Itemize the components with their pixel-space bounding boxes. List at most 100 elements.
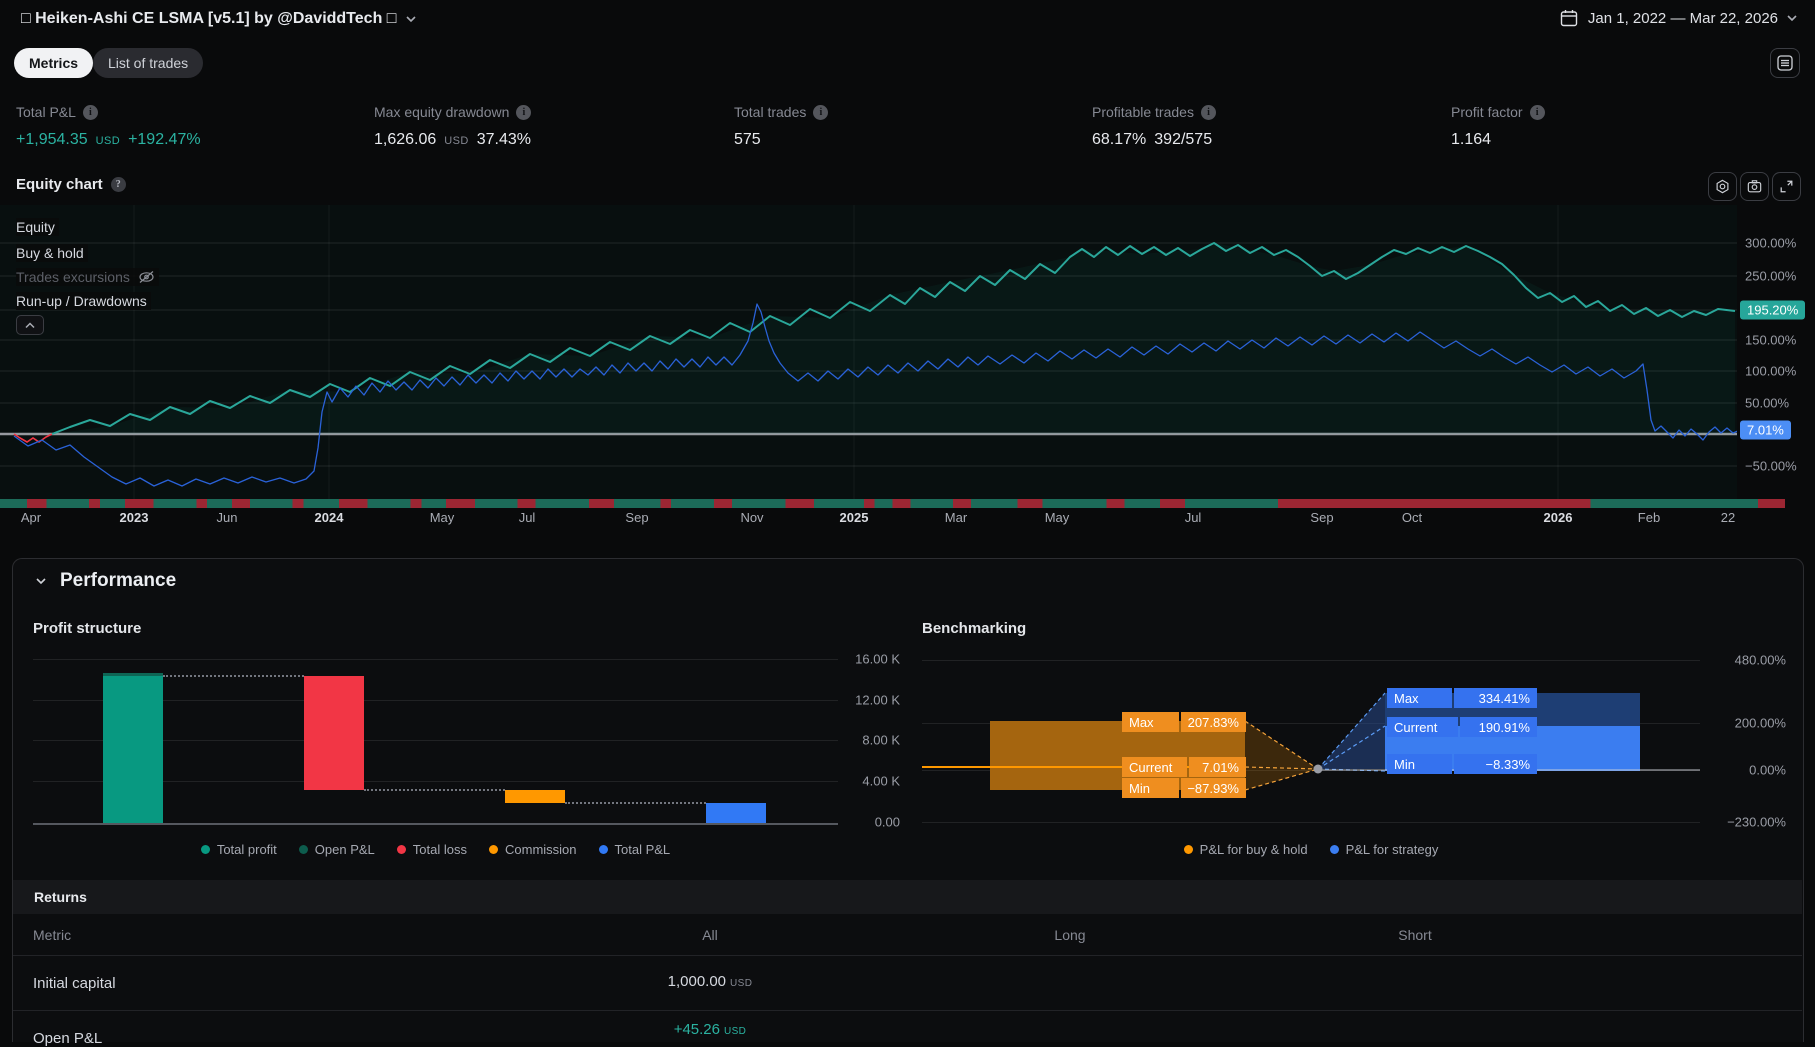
legend-item[interactable]: P&L for buy & hold bbox=[1184, 842, 1308, 857]
bm-y-tick: 0.00% bbox=[1706, 763, 1786, 778]
legend-item-equity[interactable]: Equity bbox=[16, 218, 59, 236]
metric-profit-factor: Profit factori 1.164 bbox=[1451, 104, 1545, 149]
col-header-short[interactable]: Short bbox=[1385, 927, 1445, 943]
performance-title: Performance bbox=[60, 570, 176, 592]
col-header-metric[interactable]: Metric bbox=[33, 927, 71, 943]
legend-item-trades-excursions[interactable]: Trades excursions bbox=[16, 268, 159, 286]
tab-metrics[interactable]: Metrics bbox=[14, 48, 93, 78]
x-tick: Sep bbox=[625, 510, 648, 525]
metric-label: Total P&L bbox=[16, 104, 76, 120]
equity-chart-title: Equity chart ? bbox=[16, 176, 126, 193]
info-icon[interactable]: i bbox=[813, 105, 828, 120]
legend-item[interactable]: Open P&L bbox=[299, 842, 375, 857]
chevron-down-icon bbox=[1787, 13, 1797, 23]
x-tick-year: 2024 bbox=[315, 510, 344, 525]
equity-y-tick: 50.00% bbox=[1745, 396, 1789, 411]
report-layout-button[interactable] bbox=[1770, 48, 1800, 78]
x-tick: Jul bbox=[519, 510, 536, 525]
x-tick: 22 bbox=[1721, 510, 1735, 525]
ps-y-tick: 0.00 bbox=[845, 815, 900, 830]
chart-fullscreen-button[interactable] bbox=[1772, 172, 1801, 201]
info-icon[interactable]: i bbox=[516, 105, 531, 120]
strategy-title-row[interactable]: □ Heiken-Ashi CE LSMA [v5.1] by @DaviddT… bbox=[21, 10, 416, 28]
legend-label: Buy & hold bbox=[16, 245, 84, 261]
help-icon[interactable]: ? bbox=[111, 177, 126, 192]
benchmarking-legend: P&L for buy & hold P&L for strategy bbox=[922, 842, 1700, 857]
currency-label: USD bbox=[444, 135, 468, 147]
legend-label: Total P&L bbox=[615, 842, 671, 857]
total-loss-bar[interactable] bbox=[304, 676, 364, 790]
x-tick: Feb bbox=[1638, 510, 1660, 525]
total-profit-dot-icon bbox=[201, 845, 210, 854]
legend-label: Equity bbox=[16, 219, 55, 235]
row-value-all: +45.26USD bbox=[460, 1021, 960, 1038]
equity-y-tick: 300.00% bbox=[1745, 236, 1796, 251]
buy-hold-current-badge: 7.01% bbox=[1740, 421, 1791, 440]
commission-bar[interactable] bbox=[505, 790, 565, 803]
eye-off-icon[interactable] bbox=[138, 270, 155, 284]
legend-item-runup-drawdowns[interactable]: Run-up / Drawdowns bbox=[16, 292, 151, 310]
row-metric-label: Open P&L bbox=[33, 1030, 102, 1047]
date-range-label: Jan 1, 2022 — Mar 22, 2026 bbox=[1588, 10, 1778, 27]
tab-list-of-trades[interactable]: List of trades bbox=[93, 48, 203, 78]
x-tick: May bbox=[430, 510, 455, 525]
chart-screenshot-button[interactable] bbox=[1740, 172, 1769, 201]
total-loss-dot-icon bbox=[397, 845, 406, 854]
x-tick: Mar bbox=[945, 510, 967, 525]
chevron-down-icon bbox=[406, 14, 416, 24]
metric-value: 68.17% bbox=[1092, 131, 1146, 149]
equity-chart-canvas[interactable] bbox=[0, 205, 1737, 500]
strategy-dot-icon bbox=[1330, 845, 1339, 854]
info-icon[interactable]: i bbox=[1530, 105, 1545, 120]
metric-label: Profitable trades bbox=[1092, 104, 1194, 120]
total-profit-bar[interactable] bbox=[103, 676, 163, 823]
legend-item[interactable]: Total loss bbox=[397, 842, 467, 857]
row-value-all: 1,000.00USD bbox=[460, 973, 960, 990]
x-tick: Jun bbox=[217, 510, 238, 525]
x-tick-year: 2025 bbox=[840, 510, 869, 525]
legend-item[interactable]: Total P&L bbox=[599, 842, 671, 857]
info-icon[interactable]: i bbox=[83, 105, 98, 120]
legend-item-buy-hold[interactable]: Buy & hold bbox=[16, 244, 88, 262]
strategy-current-label: Current 190.91% bbox=[1387, 717, 1537, 737]
equity-y-tick: 100.00% bbox=[1745, 364, 1796, 379]
legend-item[interactable]: Commission bbox=[489, 842, 577, 857]
metric-total-trades: Total tradesi 575 bbox=[734, 104, 828, 149]
equity-y-tick: 250.00% bbox=[1745, 269, 1796, 284]
info-icon[interactable]: i bbox=[1201, 105, 1216, 120]
menu-lines-icon bbox=[1777, 55, 1793, 71]
equity-current-badge: 195.20% bbox=[1740, 301, 1805, 320]
x-tick: Apr bbox=[21, 510, 41, 525]
gear-icon bbox=[1715, 178, 1730, 195]
chart-settings-button[interactable] bbox=[1708, 172, 1737, 201]
open-pnl-dot-icon bbox=[299, 845, 308, 854]
metric-total-pnl: Total P&Li +1,954.35USD+192.47% bbox=[16, 104, 201, 149]
col-header-all[interactable]: All bbox=[460, 927, 960, 943]
metric-value: 575 bbox=[734, 131, 761, 149]
metric-label: Max equity drawdown bbox=[374, 104, 509, 120]
strategy-tester-panel: □ Heiken-Ashi CE LSMA [v5.1] by @DaviddT… bbox=[0, 0, 1815, 1041]
currency-label: USD bbox=[96, 135, 120, 147]
returns-section-header: Returns bbox=[13, 880, 1802, 914]
metric-profitable-trades: Profitable trades i 68.17% 392/575 bbox=[1092, 104, 1216, 149]
col-header-long[interactable]: Long bbox=[1040, 927, 1100, 943]
chevron-up-icon bbox=[25, 322, 35, 329]
benchmarking-canvas[interactable] bbox=[922, 648, 1700, 840]
metric-extra: 392/575 bbox=[1154, 131, 1212, 149]
row-metric-label: Initial capital bbox=[33, 975, 116, 992]
chevron-down-icon bbox=[36, 576, 46, 586]
performance-header[interactable]: Performance bbox=[36, 570, 176, 592]
commission-dot-icon bbox=[489, 845, 498, 854]
legend-item[interactable]: P&L for strategy bbox=[1330, 842, 1439, 857]
metric-extra: 37.43% bbox=[477, 131, 531, 149]
currency-label: USD bbox=[724, 1026, 746, 1037]
buy-hold-dot-icon bbox=[1184, 845, 1193, 854]
profit-structure-legend: Total profit Open P&L Total loss Commiss… bbox=[33, 842, 838, 857]
date-range-picker[interactable]: Jan 1, 2022 — Mar 22, 2026 bbox=[1559, 8, 1797, 28]
bm-y-tick: −230.00% bbox=[1706, 815, 1786, 830]
total-pnl-bar[interactable] bbox=[706, 803, 766, 823]
trade-results-strip[interactable] bbox=[0, 499, 1785, 508]
legend-item[interactable]: Total profit bbox=[201, 842, 277, 857]
strategy-title[interactable]: □ Heiken-Ashi CE LSMA [v5.1] by @DaviddT… bbox=[21, 10, 396, 28]
collapse-legend-button[interactable] bbox=[16, 315, 44, 335]
